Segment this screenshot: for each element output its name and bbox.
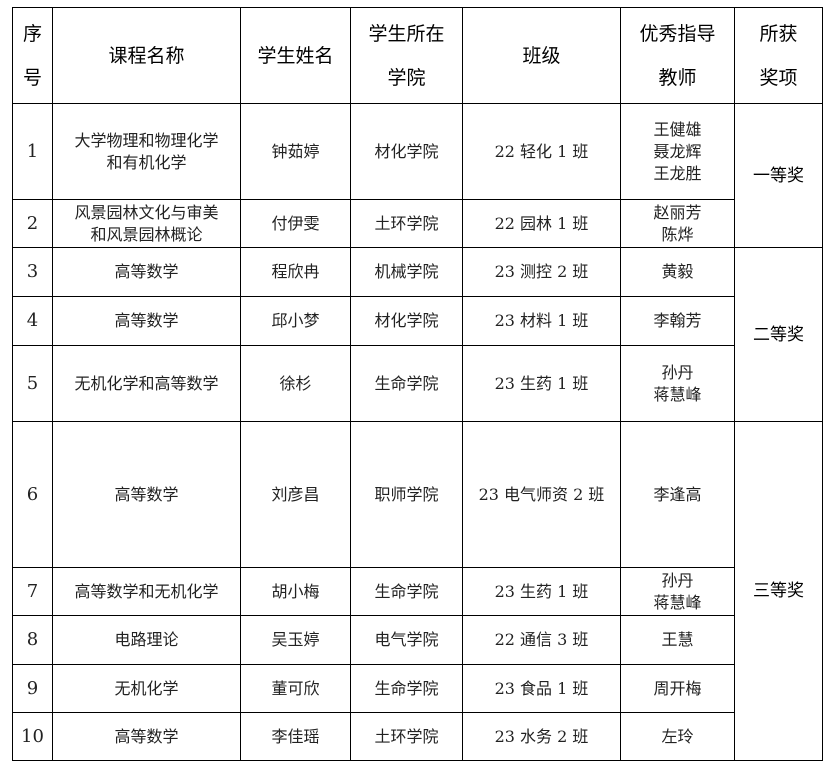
cell-college: 职师学院	[350, 421, 463, 568]
cell-course: 高等数学	[52, 421, 241, 568]
cell-student: 吴玉婷	[240, 615, 351, 665]
awards-table: 序 号 课程名称 学生姓名 学生所在 学院 班级 优秀指导 教师 所获 奖项 1…	[12, 7, 823, 761]
header-course: 课程名称	[52, 7, 241, 104]
cell-class: 22 通信 3 班	[462, 615, 621, 665]
cell-class: 23 测控 2 班	[462, 247, 621, 297]
cell-student: 胡小梅	[240, 567, 351, 616]
cell-college: 土环学院	[350, 712, 463, 761]
header-teacher: 优秀指导 教师	[620, 7, 735, 104]
header-seq: 序 号	[12, 7, 53, 104]
cell-student: 徐杉	[240, 345, 351, 422]
cell-class: 23 食品 1 班	[462, 664, 621, 713]
cell-student: 邱小梦	[240, 296, 351, 346]
cell-class: 23 生药 1 班	[462, 345, 621, 422]
cell-course: 高等数学	[52, 296, 241, 346]
cell-teacher: 孙丹 蒋慧峰	[620, 567, 735, 616]
header-student: 学生姓名	[240, 7, 351, 104]
cell-teacher: 黄毅	[620, 247, 735, 297]
cell-teacher: 李逢高	[620, 421, 735, 568]
cell-course: 无机化学	[52, 664, 241, 713]
header-class: 班级	[462, 7, 621, 104]
cell-college: 机械学院	[350, 247, 463, 297]
cell-student: 程欣冉	[240, 247, 351, 297]
cell-college: 材化学院	[350, 296, 463, 346]
cell-teacher: 王健雄 聂龙辉 王龙胜	[620, 103, 735, 200]
award-cell: 三等奖	[734, 421, 823, 761]
cell-teacher: 王慧	[620, 615, 735, 665]
cell-teacher: 左玲	[620, 712, 735, 761]
cell-seq: 4	[12, 296, 53, 346]
cell-college: 材化学院	[350, 103, 463, 200]
cell-college: 生命学院	[350, 664, 463, 713]
cell-class: 23 电气师资 2 班	[462, 421, 621, 568]
cell-teacher: 赵丽芳 陈烨	[620, 199, 735, 248]
cell-teacher: 孙丹 蒋慧峰	[620, 345, 735, 422]
table-row: 1 大学物理和物理化学 和有机化学 钟茹婷 材化学院 22 轻化 1 班王健雄 聂龙辉 …	[12, 103, 823, 248]
table-row: 7 高等数学和无机化学 胡小梅 生命学院 23 生药 1 班孙丹 蒋慧峰	[12, 567, 823, 616]
cell-course: 高等数学	[52, 712, 241, 761]
cell-class: 22 轻化 1 班	[462, 103, 621, 200]
cell-student: 董可欣	[240, 664, 351, 713]
cell-college: 生命学院	[350, 345, 463, 422]
cell-seq: 7	[12, 567, 53, 616]
cell-teacher: 周开梅	[620, 664, 735, 713]
table-row: 10 高等数学 李佳瑶 土环学院 23 水务 2 班左玲	[12, 712, 823, 761]
cell-student: 刘彦昌	[240, 421, 351, 568]
cell-student: 钟茹婷	[240, 103, 351, 200]
table-row: 4 高等数学 邱小梦 材化学院 23 材料 1 班李翰芳	[12, 296, 823, 346]
header-college: 学生所在 学院	[350, 7, 463, 104]
header-row: 序 号 课程名称 学生姓名 学生所在 学院 班级 优秀指导 教师 所获 奖项	[12, 7, 823, 104]
cell-college: 土环学院	[350, 199, 463, 248]
cell-course: 高等数学	[52, 247, 241, 297]
award-cell: 一等奖	[734, 103, 823, 248]
table-row: 6 高等数学 刘彦昌 职师学院 23 电气师资 2 班李逢高 三等奖	[12, 421, 823, 761]
cell-seq: 8	[12, 615, 53, 665]
cell-seq: 9	[12, 664, 53, 713]
cell-college: 生命学院	[350, 567, 463, 616]
cell-seq: 3	[12, 247, 53, 297]
header-award: 所获 奖项	[734, 7, 823, 104]
table-row: 2 风景园林文化与审美 和风景园林概论 付伊雯 土环学院 22 园林 1 班赵丽芳 陈烨	[12, 199, 823, 248]
cell-seq: 6	[12, 421, 53, 568]
table-row: 3 高等数学 程欣冉 机械学院 23 测控 2 班黄毅 二等奖	[12, 247, 823, 422]
cell-seq: 1	[12, 103, 53, 200]
cell-class: 23 生药 1 班	[462, 567, 621, 616]
table-row: 8 电路理论 吴玉婷 电气学院 22 通信 3 班王慧	[12, 615, 823, 665]
cell-course: 大学物理和物理化学 和有机化学	[52, 103, 241, 200]
cell-course: 电路理论	[52, 615, 241, 665]
award-cell: 二等奖	[734, 247, 823, 422]
table-row: 5 无机化学和高等数学 徐杉 生命学院 23 生药 1 班孙丹 蒋慧峰	[12, 345, 823, 422]
cell-college: 电气学院	[350, 615, 463, 665]
cell-course: 高等数学和无机化学	[52, 567, 241, 616]
cell-seq: 10	[12, 712, 53, 761]
cell-student: 李佳瑶	[240, 712, 351, 761]
cell-seq: 5	[12, 345, 53, 422]
cell-class: 22 园林 1 班	[462, 199, 621, 248]
cell-course: 风景园林文化与审美 和风景园林概论	[52, 199, 241, 248]
cell-class: 23 材料 1 班	[462, 296, 621, 346]
cell-course: 无机化学和高等数学	[52, 345, 241, 422]
cell-teacher: 李翰芳	[620, 296, 735, 346]
table-row: 9 无机化学 董可欣 生命学院 23 食品 1 班周开梅	[12, 664, 823, 713]
cell-student: 付伊雯	[240, 199, 351, 248]
cell-seq: 2	[12, 199, 53, 248]
cell-class: 23 水务 2 班	[462, 712, 621, 761]
